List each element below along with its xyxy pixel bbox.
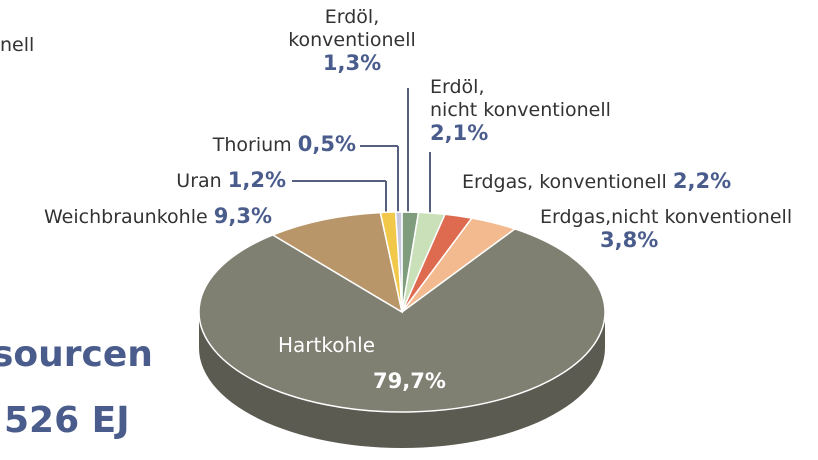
value-label: 1,3% — [322, 51, 382, 75]
label-group: Erdgas, konventionell 2,2% — [462, 170, 731, 194]
label-group: Weichbraunkohle 9,3% — [44, 205, 272, 229]
annotation: sourcen — [0, 334, 153, 375]
slice-label: Erdöl, konventionell — [288, 6, 416, 51]
value-label: 1,2% — [227, 168, 286, 192]
label-group: Erdöl, nicht konventionell 2,1% — [430, 76, 611, 145]
value-label: 2,2% — [672, 169, 732, 193]
pie-side — [199, 312, 605, 448]
annotation: nell — [0, 34, 35, 56]
slice-label: Erdgas, konventionell — [462, 171, 667, 193]
label-group: Erdöl, konventionell 1,3% — [288, 6, 416, 75]
value-label: 79,7% — [373, 369, 446, 393]
value-label: 0,5% — [297, 132, 356, 156]
value-label: 9,3% — [213, 204, 272, 228]
value-label: 3,8% — [600, 228, 659, 252]
pie-slice — [271, 211, 404, 314]
pie-slice — [198, 228, 606, 413]
slice-label: Erdöl, nicht konventionell — [430, 76, 611, 121]
value-label: 2,1% — [430, 121, 489, 145]
label-group: Uran 1,2% — [176, 169, 286, 193]
label-group: Erdgas,nicht konventionell 3,8% — [540, 206, 792, 252]
label-group: Thorium 0,5% — [213, 133, 356, 157]
slice-label: Weichbraunkohle — [44, 206, 208, 228]
annotation: 526 EJ — [4, 400, 130, 441]
slice-label: Thorium — [212, 134, 292, 156]
slice-label: Hartkohle — [278, 333, 376, 357]
slice-label: Uran — [176, 170, 222, 192]
slice-label: Erdgas,nicht konventionell — [540, 206, 793, 228]
pie-slice — [394, 211, 403, 313]
